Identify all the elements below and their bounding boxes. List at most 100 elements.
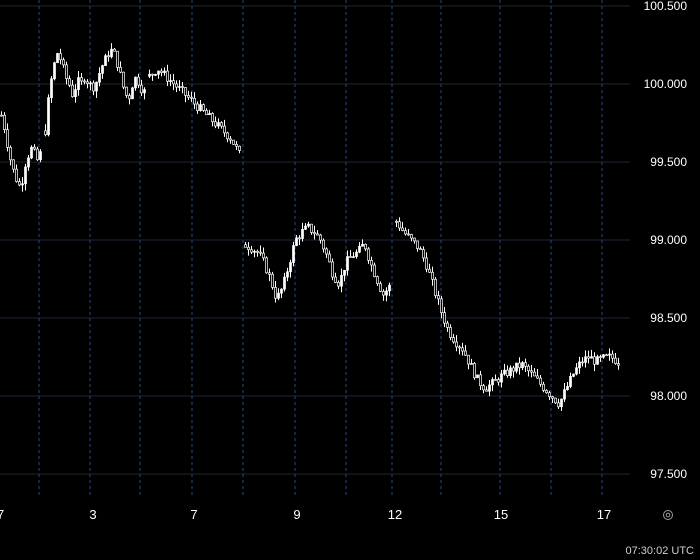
- candle-body: [235, 143, 238, 147]
- candle-body: [398, 221, 401, 229]
- candle-body: [587, 356, 590, 359]
- candle-body: [551, 396, 554, 399]
- x-tick-label: 3: [89, 507, 96, 522]
- candle-body: [184, 87, 187, 96]
- candle-body: [47, 97, 50, 136]
- candle-body: [178, 86, 181, 88]
- candle-body: [518, 362, 521, 369]
- candle-body: [364, 243, 367, 250]
- candle-body: [116, 50, 119, 68]
- candle-body: [104, 55, 107, 66]
- candle-body: [166, 70, 169, 82]
- candle-body: [134, 76, 137, 89]
- candle-body: [563, 389, 566, 400]
- vertical-gridlines: [38, 0, 603, 498]
- candle-body: [425, 257, 428, 270]
- candle-body: [548, 392, 551, 397]
- candle-body: [256, 250, 259, 253]
- candle-body: [128, 95, 131, 100]
- candle-body: [443, 312, 446, 324]
- x-tick-label: 9: [293, 507, 300, 522]
- candle-body: [74, 89, 77, 98]
- candle-body: [33, 146, 36, 150]
- candle-body: [419, 248, 422, 250]
- candle-body: [15, 168, 18, 182]
- candle-body: [617, 363, 620, 366]
- candle-body: [572, 373, 575, 377]
- time-axis[interactable]: 3 7 9 12 15 17 7: [0, 507, 611, 522]
- x-tick-label-edge: 7: [0, 507, 4, 522]
- candle-body: [226, 132, 229, 140]
- candle-body: [181, 86, 184, 88]
- candle-body: [545, 390, 548, 394]
- candle-body: [437, 295, 440, 300]
- candle-body: [557, 402, 560, 408]
- candle-body: [407, 233, 410, 236]
- candle-body: [602, 354, 605, 358]
- candle-body: [512, 367, 515, 372]
- candle-body: [416, 240, 419, 249]
- candle-body: [232, 139, 235, 145]
- candle-body: [337, 282, 340, 287]
- candle-body: [36, 148, 39, 161]
- settings-button[interactable]: [660, 507, 676, 523]
- candle-body: [446, 322, 449, 328]
- candle-body: [59, 53, 62, 61]
- candle-body: [110, 48, 113, 58]
- candle-body: [614, 357, 617, 364]
- candle-body: [479, 374, 482, 387]
- candle-body: [265, 257, 268, 274]
- candle-body: [473, 363, 476, 379]
- candle-body: [3, 114, 6, 130]
- horizontal-gridlines: [0, 5, 630, 475]
- candle-body: [404, 230, 407, 235]
- candle-body: [199, 104, 202, 111]
- candle-body: [56, 53, 59, 64]
- candle-body: [590, 356, 593, 359]
- candle-body: [262, 252, 265, 259]
- candle-body: [401, 227, 404, 231]
- candle-body: [283, 276, 286, 290]
- candle-body: [422, 249, 425, 259]
- candle-body: [253, 250, 256, 253]
- y-tick-label: 97.500: [650, 467, 687, 481]
- candle-body: [39, 151, 42, 161]
- candle-body: [148, 73, 151, 77]
- candle-body: [539, 377, 542, 385]
- candle-body: [467, 354, 470, 365]
- candle-body: [92, 82, 95, 92]
- candle-body: [521, 362, 524, 369]
- candle-body: [464, 350, 467, 356]
- x-tick-label: 15: [494, 507, 508, 522]
- candle-body: [98, 72, 101, 83]
- candle-body: [310, 223, 313, 233]
- candle-body: [395, 220, 398, 223]
- candle-body: [86, 81, 89, 84]
- candle-body: [292, 245, 295, 263]
- candle-body: [361, 243, 364, 247]
- candle-body: [566, 386, 569, 391]
- candle-body: [151, 73, 154, 76]
- price-axis[interactable]: 100.500 100.000 99.500 99.000 98.500 98.000 97…: [644, 0, 688, 481]
- candle-body: [169, 80, 172, 82]
- candle-body: [268, 272, 271, 275]
- candle-body: [131, 87, 134, 100]
- candle-body: [524, 362, 527, 367]
- candle-body: [304, 225, 307, 230]
- candle-body: [316, 233, 319, 236]
- candle-body: [530, 370, 533, 373]
- candle-body: [334, 276, 337, 283]
- candle-body: [27, 157, 30, 168]
- candle-body: [605, 354, 608, 357]
- candle-body: [379, 283, 382, 292]
- candle-body: [343, 269, 346, 276]
- candle-body: [220, 122, 223, 127]
- candle-body: [569, 376, 572, 387]
- candle-body: [6, 129, 9, 148]
- candle-body: [122, 71, 125, 88]
- candle-body: [0, 114, 3, 117]
- candle-body: [62, 59, 65, 66]
- candle-body: [319, 234, 322, 241]
- candle-body: [301, 228, 304, 239]
